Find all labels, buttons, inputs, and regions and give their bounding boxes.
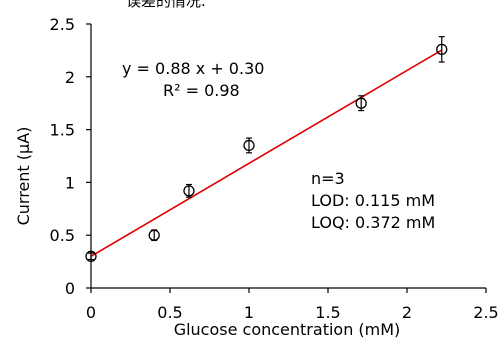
r-squared: R² = 0.98 bbox=[163, 81, 240, 100]
annotation-loq: LOQ: 0.372 mM bbox=[311, 213, 435, 232]
data-point bbox=[243, 139, 255, 152]
top-text-fragment: 误差的情况. bbox=[126, 0, 206, 10]
data-point bbox=[183, 185, 195, 197]
data-point bbox=[85, 250, 97, 262]
data-point bbox=[148, 229, 160, 241]
x-tick-label: 2 bbox=[402, 303, 412, 322]
y-axis-title: Current (μA) bbox=[14, 127, 33, 226]
x-tick-label: 1.5 bbox=[315, 303, 340, 322]
y-tick-label: 0.5 bbox=[50, 226, 75, 245]
x-tick-label: 0 bbox=[86, 303, 96, 322]
fit-line-group bbox=[90, 49, 443, 258]
x-axis-title: Glucose concentration (mM) bbox=[174, 320, 401, 339]
y-tick-label: 2.5 bbox=[50, 15, 75, 34]
y-tick-label: 1 bbox=[65, 173, 75, 192]
annotation-lod: LOD: 0.115 mM bbox=[311, 191, 435, 210]
axis-ticks: 0 0.5 1 1.5 2 2.5 0 0.5 1 1.5 2 2.5 bbox=[50, 15, 499, 322]
y-tick-label: 1.5 bbox=[50, 121, 75, 140]
data-point bbox=[355, 97, 367, 109]
annotation-n: n=3 bbox=[311, 169, 345, 188]
y-tick-label: 2 bbox=[65, 68, 75, 87]
x-tick-label: 2.5 bbox=[473, 303, 498, 322]
fit-line bbox=[90, 49, 443, 258]
y-tick-label: 0 bbox=[65, 279, 75, 298]
fit-equation: y = 0.88 x + 0.30 bbox=[122, 59, 264, 78]
data-point bbox=[436, 43, 448, 55]
x-tick-label: 1 bbox=[244, 303, 254, 322]
x-tick-label: 0.5 bbox=[157, 303, 182, 322]
data-points bbox=[85, 36, 448, 262]
